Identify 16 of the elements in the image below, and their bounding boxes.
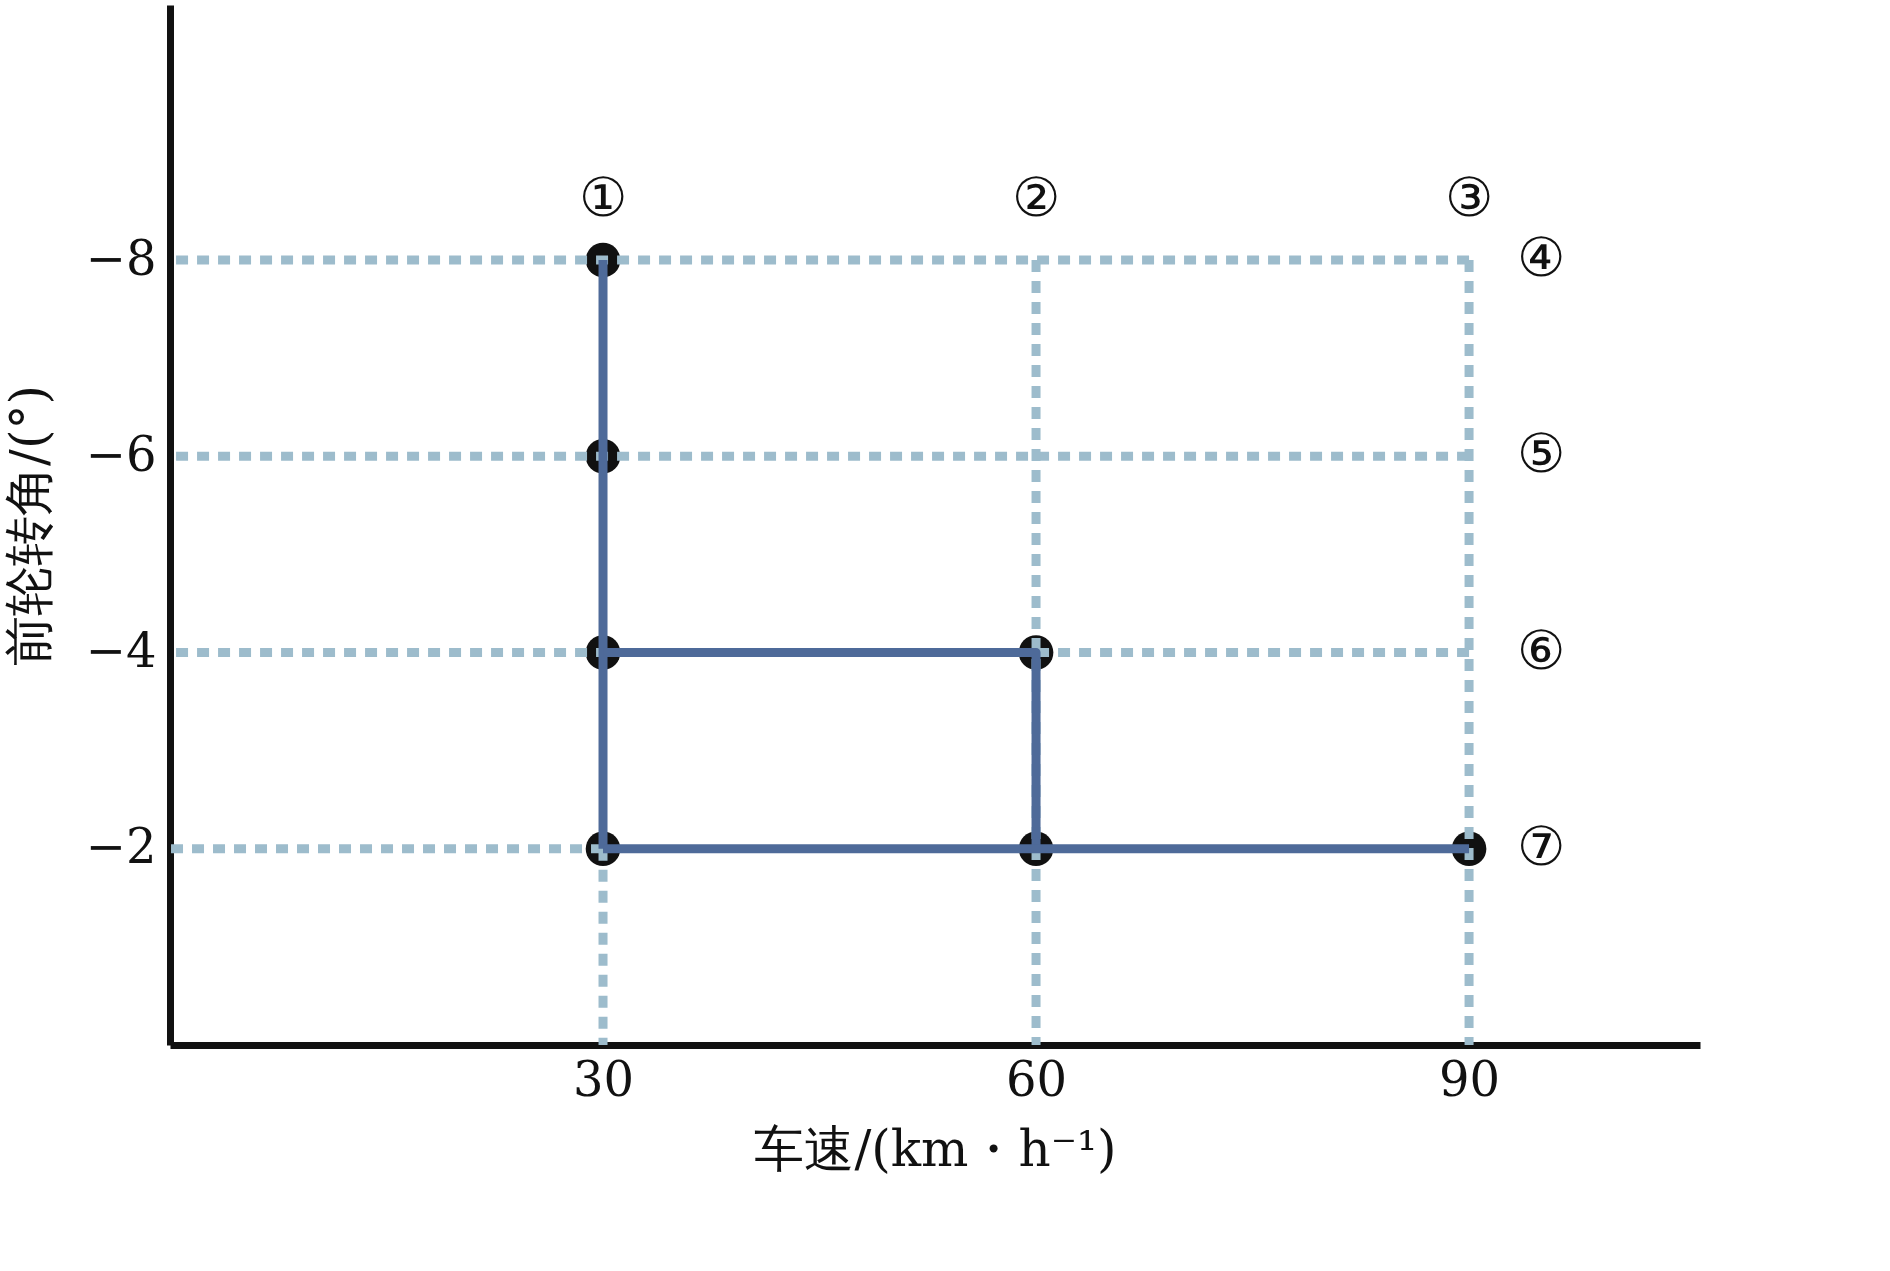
x-tick-label: 30 <box>572 1050 635 1107</box>
series-label: ① <box>579 166 628 230</box>
x-axis-title: 车速/(km・h⁻¹) <box>754 1119 1117 1178</box>
y-axis-title: 前轮转角/(°) <box>0 385 58 666</box>
series-label: ④ <box>1517 226 1566 290</box>
series-label: ⑦ <box>1517 814 1566 878</box>
series-label: ⑤ <box>1517 422 1566 486</box>
y-tick-label: −4 <box>85 622 157 679</box>
y-tick-label: −6 <box>85 425 157 482</box>
y-tick-label: −8 <box>85 229 157 286</box>
y-tick-label: −2 <box>85 818 157 875</box>
x-tick-label: 90 <box>1439 1050 1501 1107</box>
series-label: ⑥ <box>1517 618 1566 682</box>
series-label: ② <box>1012 166 1061 230</box>
series-label: ③ <box>1445 166 1494 230</box>
x-tick-label: 60 <box>1006 1050 1068 1107</box>
